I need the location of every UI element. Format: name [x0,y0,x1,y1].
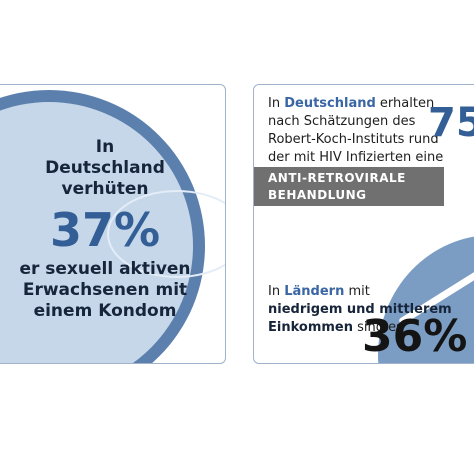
banner-line-1: ANTI-RETROVIRALE [268,171,406,185]
lower-countries: Ländern [284,284,345,299]
left-text-line-1: In [95,137,115,157]
lower-line3-rest: sind es [352,320,403,335]
treatment-percent-value: 75 [428,100,474,146]
left-text-line-5: Erwachsenen mit [22,280,188,300]
lower-income-word: Einkommen [268,320,353,335]
left-info-card: In Deutschland verhüten 37% er sexuell a… [0,84,226,364]
right-intro-line-4: der mit HIV Infizierten eine [268,150,444,165]
right-intro-line-2: nach Schätzungen des [268,114,416,129]
intro-prefix: In [268,96,285,111]
lower-suffix: mit [344,284,370,299]
right-intro-line-3: Robert-Koch-Instituts rund [268,132,439,147]
right-info-card: In Deutschland erhalten nach Schätzungen… [253,84,474,364]
right-lower-line-1: In Ländern mit [268,283,370,301]
left-text-line-2: Deutschland [45,158,165,178]
right-lower-line-3: Einkommen sind es [268,319,403,337]
condom-percent-value: 37% [49,203,161,257]
left-text-line-4: er sexuell aktiven [19,259,191,279]
right-intro-line-1: In Deutschland erhalten [268,95,434,113]
intro-suffix: erhalten [375,96,435,111]
treatment-banner: ANTI-RETROVIRALE BEHANDLUNG [254,167,444,206]
left-text-line-3: verhüten [61,179,149,199]
right-lower-line-2: niedrigem und mittlerem [268,302,452,317]
banner-line-2: BEHANDLUNG [268,188,367,202]
left-text-line-6: einem Kondom [33,301,177,321]
lower-prefix: In [268,284,285,299]
percent-highlight-ring [107,190,225,278]
intro-country: Deutschland [284,96,376,111]
income-percent-value: 36% [362,311,468,362]
